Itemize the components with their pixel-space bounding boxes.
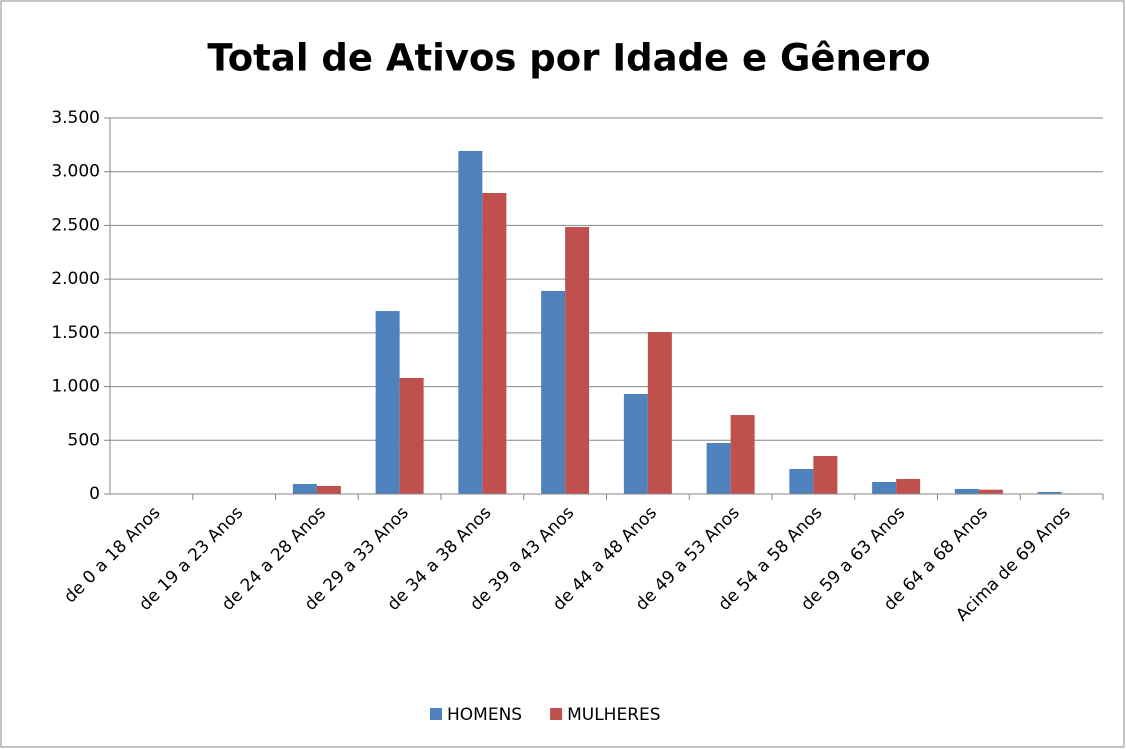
chart-title: Total de Ativos por Idade e Gênero bbox=[207, 37, 930, 80]
bar bbox=[623, 393, 648, 494]
bar bbox=[565, 227, 590, 495]
bar bbox=[482, 192, 507, 494]
bar bbox=[399, 377, 424, 494]
bar bbox=[541, 290, 566, 494]
y-tick-label: 1.000 bbox=[51, 377, 100, 397]
y-tick-label: 1.500 bbox=[51, 323, 100, 343]
bar bbox=[954, 488, 979, 494]
legend-label: MULHERES bbox=[567, 705, 660, 725]
y-tick-label: 0 bbox=[89, 484, 100, 504]
bar bbox=[896, 478, 921, 494]
y-tick-label: 2.000 bbox=[51, 269, 100, 289]
bar bbox=[647, 331, 672, 494]
bar bbox=[789, 468, 814, 494]
bar bbox=[1037, 491, 1062, 494]
legend-label: HOMENS bbox=[447, 705, 522, 725]
legend-swatch bbox=[430, 708, 442, 720]
bar bbox=[730, 415, 755, 494]
bar bbox=[978, 489, 1003, 494]
bar bbox=[375, 311, 400, 494]
bar bbox=[458, 150, 483, 494]
y-tick-label: 2.500 bbox=[51, 215, 100, 235]
bar bbox=[872, 481, 897, 494]
bar bbox=[706, 442, 731, 494]
y-tick-label: 3.000 bbox=[51, 162, 100, 182]
bar bbox=[813, 455, 838, 494]
legend-swatch bbox=[550, 708, 563, 720]
bar bbox=[316, 485, 341, 494]
y-tick-label: 3.500 bbox=[51, 108, 100, 128]
y-tick-label: 500 bbox=[68, 430, 100, 450]
bar bbox=[292, 484, 317, 494]
